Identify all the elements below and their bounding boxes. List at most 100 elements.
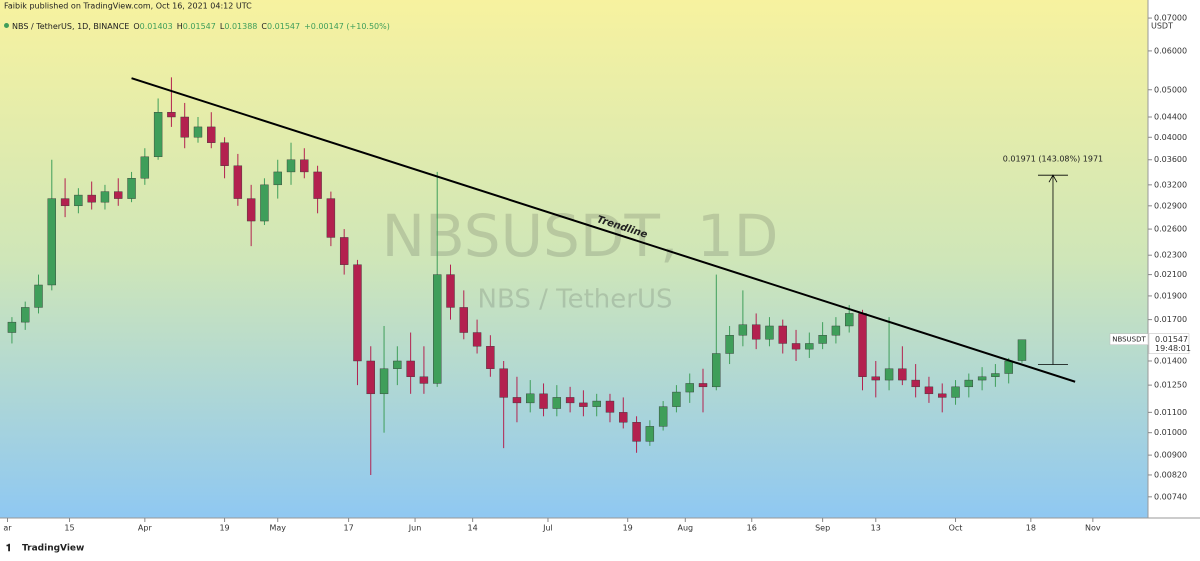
candle-body	[339, 237, 349, 265]
candle-body	[712, 353, 721, 388]
symbol-legend: NBS / TetherUS, 1D, BINANCE O0.01403 H0.01…	[12, 22, 390, 31]
x-tick-label: 17	[344, 524, 354, 533]
trendline	[131, 77, 1076, 383]
candle-body	[47, 198, 56, 286]
y-tick-label: 0.03200	[1154, 180, 1187, 189]
candle-body	[778, 325, 787, 344]
candle-body	[619, 412, 628, 423]
y-tick-label: 0.00900	[1154, 451, 1187, 460]
y-tick-label: 0.02600	[1154, 225, 1187, 234]
x-tick-label: 16	[747, 524, 757, 533]
candle-body	[592, 400, 601, 407]
ohlc-value: 0.01547	[183, 22, 216, 31]
candle-body	[911, 379, 920, 388]
footer-logo: TradingView	[22, 544, 84, 554]
last-price: 0.01547	[1155, 335, 1188, 344]
y-tick-label: 0.07000	[1154, 14, 1187, 23]
candle-body	[233, 165, 243, 199]
candle-body	[7, 321, 17, 333]
candle-body	[313, 171, 322, 199]
candle-body	[818, 335, 827, 344]
candle-body	[260, 184, 269, 222]
candle-body	[791, 343, 801, 350]
candle-body	[924, 386, 934, 395]
x-tick-label: 15	[64, 524, 74, 533]
candle-body	[207, 126, 216, 143]
measure-label: 0.01971 (143.08%) 1971	[1003, 155, 1103, 164]
countdown: 19:48:01	[1155, 344, 1191, 353]
x-tick-label: 19	[219, 524, 229, 533]
last-price-bg	[1148, 333, 1190, 354]
y-tick-label: 0.01250	[1154, 381, 1187, 390]
y-tick-label: 0.00820	[1154, 470, 1187, 479]
price-label: NBSUSDT	[1112, 336, 1146, 344]
candle-body	[698, 383, 708, 388]
candle-body	[246, 198, 256, 222]
ohlc-letter: C	[261, 22, 267, 31]
y-tick-label: 0.04000	[1154, 133, 1187, 142]
candle-body	[884, 368, 894, 381]
y-tick-label: 0.02300	[1154, 251, 1187, 260]
change: +0.00147 (+10.50%)	[304, 22, 390, 31]
candle-body	[725, 335, 734, 354]
axis-unit: USDT	[1151, 22, 1173, 31]
candle-body	[353, 264, 362, 362]
candle-body	[871, 376, 880, 381]
ohlc-letter: H	[177, 22, 183, 31]
candle-body	[831, 325, 841, 336]
logo-mark: 𝟏	[6, 543, 12, 554]
candle-body	[1004, 360, 1013, 374]
candle-body	[273, 171, 282, 186]
candle-body	[419, 376, 429, 384]
candle-body	[738, 324, 748, 336]
candle-body	[672, 391, 681, 407]
candle-body	[858, 313, 867, 377]
candle-body	[114, 191, 123, 199]
candle-body	[499, 368, 508, 398]
price-axis	[1148, 0, 1200, 518]
ohlc-letter: O	[133, 22, 139, 31]
x-tick-label: Apr	[138, 524, 153, 533]
candle-body	[898, 368, 907, 381]
candle-body	[60, 198, 70, 207]
candle-body	[526, 393, 535, 404]
x-tick-label: Sep	[815, 524, 830, 533]
candle-body	[127, 178, 136, 199]
candle-body	[74, 194, 83, 207]
candle-body	[446, 274, 455, 308]
candle-body	[167, 112, 176, 118]
candle-body	[393, 360, 402, 369]
legend-dot	[4, 23, 9, 28]
x-tick-label: 14	[468, 524, 478, 533]
candle-body	[512, 397, 522, 404]
candle-body	[964, 379, 974, 388]
candle-body	[180, 116, 189, 138]
candle-body	[153, 112, 163, 158]
x-tick-label: Aug	[677, 524, 693, 533]
watermark-sub: NBS / TetherUS	[478, 285, 673, 315]
candle-body	[605, 400, 615, 413]
candle-body	[300, 159, 309, 173]
candle-body	[326, 198, 336, 238]
candle-body	[765, 325, 774, 340]
ohlc-value: 0.01547	[267, 22, 300, 31]
y-tick-label: 0.03600	[1154, 155, 1187, 164]
candle-body	[286, 159, 296, 173]
x-tick-label: 19	[623, 524, 633, 533]
candle-body	[951, 386, 960, 398]
candle-body	[140, 156, 150, 179]
candle-body	[645, 426, 655, 442]
ohlc-value: 0.01403	[140, 22, 173, 31]
x-tick-label: Jul	[542, 524, 553, 533]
candle-body	[552, 397, 562, 409]
y-tick-label: 0.02100	[1154, 270, 1187, 279]
watermark: NBSUSDT, 1D	[382, 202, 779, 270]
price-label-bg	[1109, 333, 1149, 345]
candle-body	[433, 274, 442, 384]
candle-body	[805, 343, 814, 350]
y-tick-label: 0.01700	[1154, 315, 1187, 324]
x-tick-label: Oct	[949, 524, 963, 533]
candle-body	[193, 126, 203, 138]
candle-body	[579, 402, 588, 407]
